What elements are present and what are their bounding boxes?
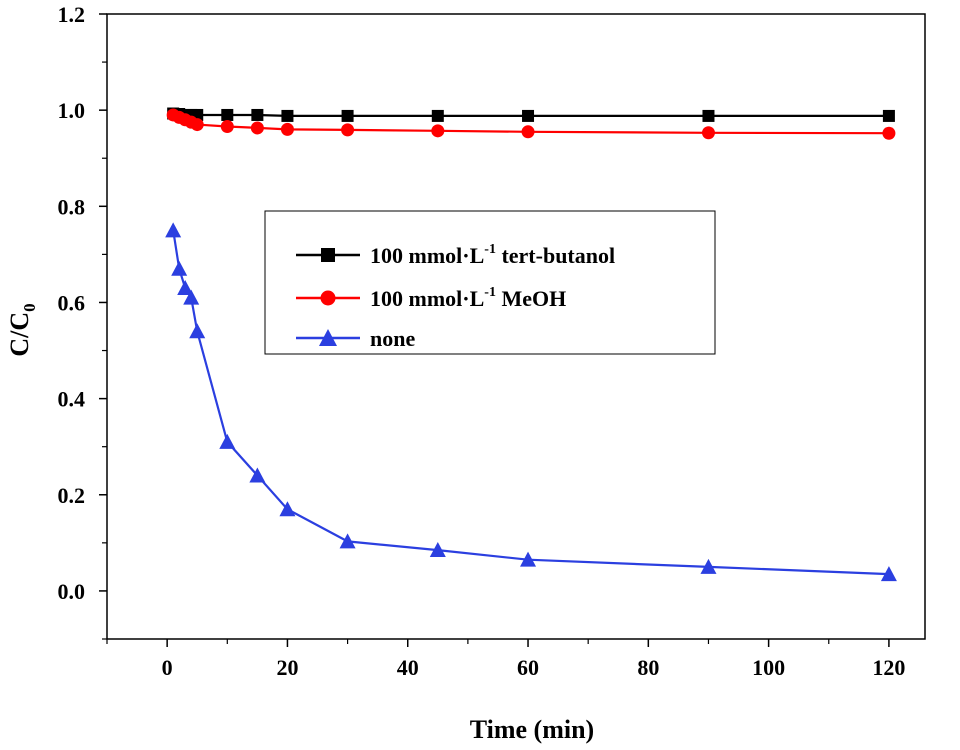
data-point-circle (221, 120, 234, 133)
legend-label-tert-butanol-sup: -1 (484, 242, 496, 257)
x-tick-label: 120 (872, 655, 905, 680)
y-tick-label: 0.4 (58, 387, 86, 412)
data-point-circle (191, 118, 204, 131)
data-point-circle (251, 121, 264, 134)
data-point-square (251, 109, 263, 121)
y-tick-label: 0.8 (58, 194, 86, 219)
y-tick-label: 0.0 (58, 579, 86, 604)
data-point-triangle (171, 261, 187, 276)
legend-box (265, 211, 715, 354)
data-point-triangle (219, 434, 235, 449)
data-point-triangle (189, 323, 205, 338)
data-point-square (522, 110, 534, 122)
series-0 (167, 108, 895, 122)
legend-label-meoh-sup: -1 (484, 285, 496, 300)
data-point-circle (702, 126, 715, 139)
x-tick-label: 20 (276, 655, 298, 680)
legend: 100 mmol·L-1 tert-butanol 100 mmol·L-1 M… (265, 211, 715, 354)
data-point-triangle (165, 222, 181, 237)
y-tick-label: 1.2 (58, 2, 86, 27)
legend-marker-square (321, 248, 335, 262)
data-point-square (221, 109, 233, 121)
legend-label-meoh: 100 mmol·L-1 MeOH (370, 285, 566, 311)
legend-label-tert-butanol-suffix: tert-butanol (496, 243, 615, 268)
legend-label-meoh-prefix: 100 mmol·L (370, 286, 484, 311)
data-point-circle (281, 123, 294, 136)
data-point-square (432, 110, 444, 122)
data-point-square (702, 110, 714, 122)
y-axis-title-main: C/C (5, 312, 34, 357)
x-tick-label: 60 (517, 655, 539, 680)
data-point-square (883, 110, 895, 122)
data-point-circle (882, 127, 895, 140)
legend-marker-circle (321, 291, 336, 306)
data-point-circle (522, 125, 535, 138)
y-tick-label: 1.0 (58, 98, 86, 123)
data-point-circle (431, 124, 444, 137)
x-tick-label: 0 (162, 655, 173, 680)
y-axis-title-sub: 0 (20, 303, 39, 312)
x-axis-title: Time (min) (470, 715, 594, 744)
legend-label-none: none (370, 326, 415, 351)
y-tick-label: 0.2 (58, 483, 86, 508)
y-tick-label: 0.6 (58, 290, 86, 315)
x-tick-label: 80 (637, 655, 659, 680)
data-point-square (342, 110, 354, 122)
y-axis-title: C/C0 (5, 303, 39, 356)
data-point-square (281, 110, 293, 122)
data-point-circle (341, 123, 354, 136)
chart: 0 20 40 60 80 100 120 0.0 0.2 0.4 0.6 0.8 1.0 1.2 C/C… (0, 0, 960, 750)
legend-label-meoh-suffix: MeOH (496, 286, 566, 311)
x-tick-label: 100 (752, 655, 785, 680)
x-tick-label: 40 (397, 655, 419, 680)
legend-label-tert-butanol-prefix: 100 mmol·L (370, 243, 484, 268)
